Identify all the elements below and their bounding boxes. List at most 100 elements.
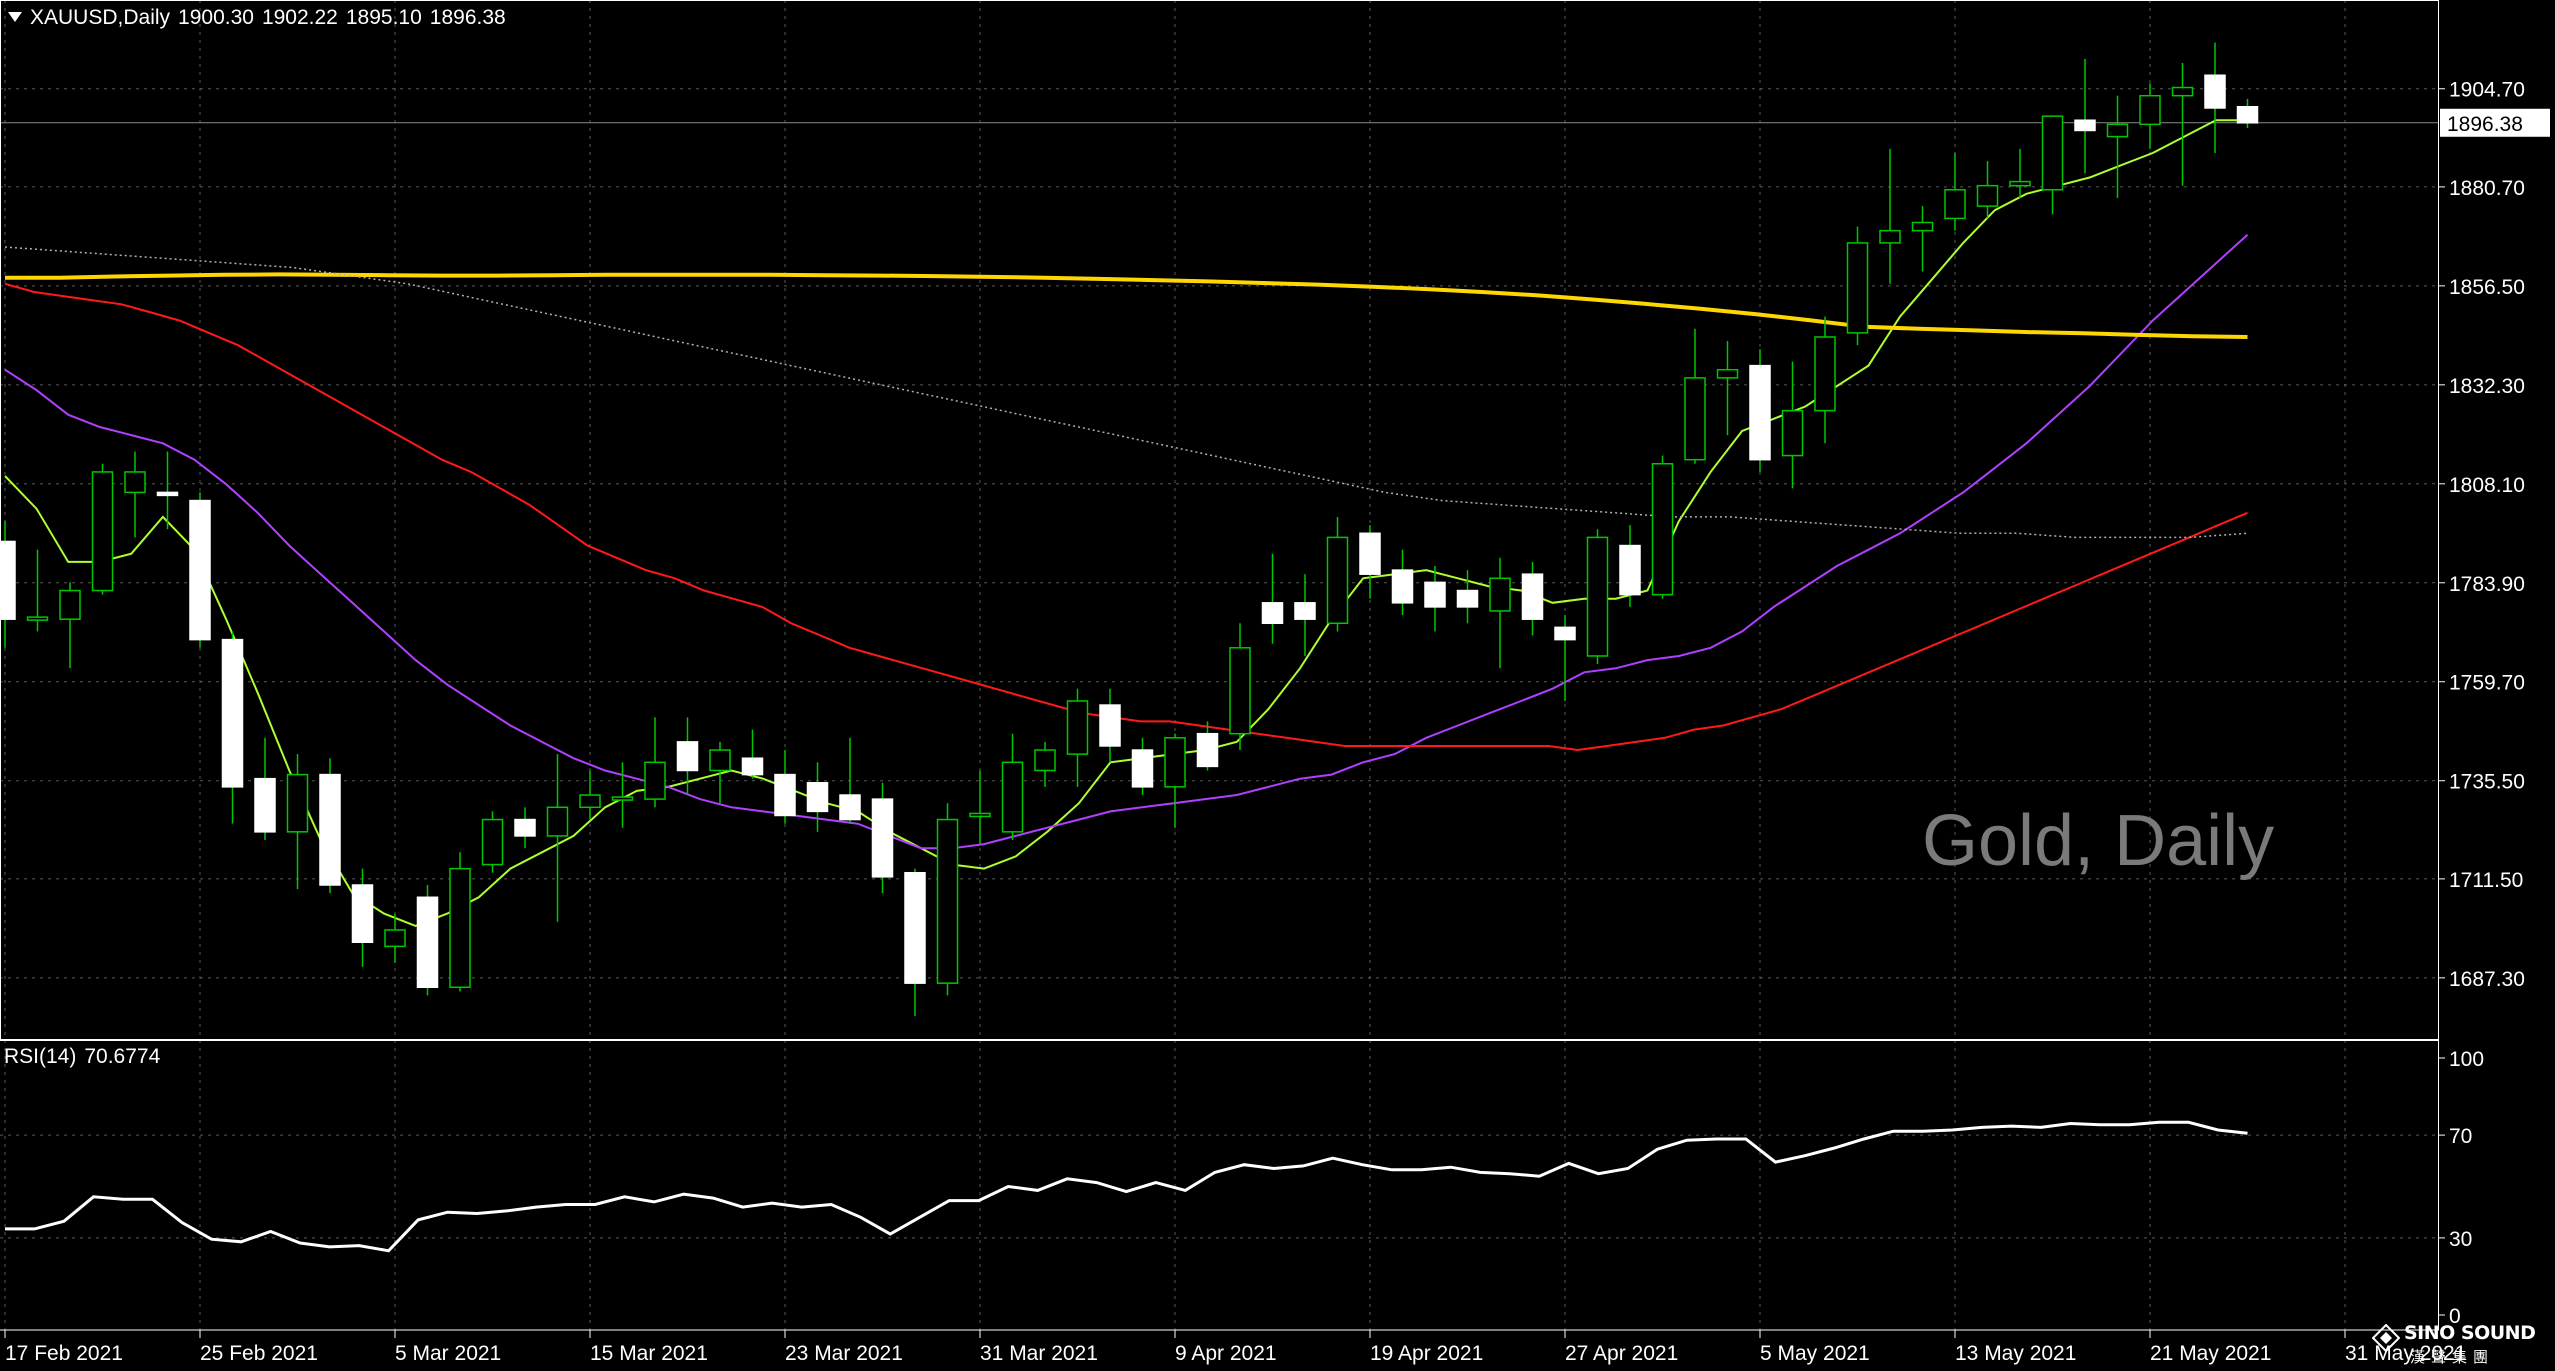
candle-body-up [2106, 123, 2129, 138]
candle [1099, 688, 1121, 763]
x-tick-label: 31 May 2021 [2345, 1342, 2466, 1365]
candle-body-down [741, 757, 764, 776]
candle [1554, 615, 1576, 701]
candle [1391, 549, 1414, 616]
candle-body-down [1261, 602, 1284, 625]
ohlc-open: 1900.30 [178, 6, 254, 29]
candle [1001, 733, 1024, 841]
candle [1294, 574, 1316, 656]
moving-average-ma_mid [4, 233, 2249, 850]
candle [2236, 98, 2259, 129]
candle-body-up [1229, 647, 1251, 735]
candle-body-down [774, 773, 796, 817]
candle [1619, 525, 1641, 607]
candle [1846, 226, 1869, 346]
y-tick-label: 1711.50 [2449, 869, 2523, 892]
candle-body-down [806, 782, 829, 813]
candle [774, 750, 796, 824]
rsi-line [5, 1120, 2248, 1253]
candle-body-down [1424, 581, 1446, 608]
moving-average-ma_short [4, 119, 2248, 927]
candle [91, 463, 114, 595]
candle-body-up [449, 867, 471, 988]
moving-average-ma_yellow [5, 272, 2248, 339]
candle-body-up [709, 749, 731, 772]
candle [1586, 529, 1609, 665]
candle-body-down [1391, 569, 1414, 604]
candle [416, 885, 439, 996]
rsi-tick-label: 70 [2449, 1125, 2472, 1148]
candle-body-down [1456, 589, 1479, 608]
symbol-name: XAUUSD,Daily [30, 6, 171, 29]
candle [2009, 148, 2031, 198]
candle-body-up [1944, 189, 1966, 220]
candle-body-up [969, 812, 991, 818]
moving-averages [4, 119, 2249, 927]
candle [351, 868, 374, 967]
candle [936, 803, 959, 996]
candle-body-down [839, 794, 861, 821]
candle [514, 807, 536, 849]
rsi-tick-label: 0 [2449, 1305, 2461, 1328]
candle [1359, 525, 1381, 599]
candle [1944, 152, 1966, 231]
candle-body-up [1586, 536, 1609, 657]
candle [1164, 733, 1186, 828]
candle [1781, 361, 1804, 489]
current-price-label: 1896.38 [2447, 113, 2523, 136]
candle-body-up [1976, 184, 1999, 207]
candle-body-down [2204, 74, 2226, 109]
candle-body-up [481, 818, 504, 866]
collapse-triangle-icon[interactable] [8, 12, 22, 22]
ohlc-low: 1895.10 [345, 6, 422, 29]
candle-body-up [579, 794, 601, 809]
candle-body-up [59, 589, 81, 620]
chart-watermark: Gold, Daily [1922, 801, 2275, 881]
candle [254, 737, 276, 841]
candle [741, 729, 764, 779]
candle [1651, 455, 1674, 599]
candle-body-up [91, 471, 114, 592]
rsi-tick-label: 30 [2449, 1228, 2472, 1251]
rsi-header: RSI(14) 70.6774 [4, 1045, 168, 1069]
candle-body-down [1749, 364, 1771, 461]
candle-body-down [1619, 544, 1641, 596]
y-tick-label: 1904.70 [2449, 79, 2525, 102]
y-tick-label: 1880.70 [2449, 177, 2525, 200]
candle-body-down [676, 741, 699, 772]
candle-body-down [319, 773, 341, 886]
candle [286, 754, 309, 890]
candle-body-up [2009, 180, 2031, 187]
candle [1684, 328, 1706, 464]
candle [1034, 741, 1056, 787]
candle-body-up [1001, 761, 1024, 833]
candle-body-down [254, 777, 276, 833]
rsi-panel: 100 70 30 0 [0, 1048, 2484, 1328]
candle-body-up [936, 818, 959, 984]
x-tick-label: 15 Mar 2021 [590, 1342, 708, 1365]
candle [1424, 566, 1446, 632]
candle-body-down [1521, 573, 1544, 620]
symbol-header: XAUUSD,Daily 1900.30 1902.22 1895.10 1896.38 [4, 6, 514, 30]
candle [59, 582, 81, 669]
ohlc-high: 1902.22 [261, 6, 338, 29]
candle [2074, 58, 2096, 174]
candle-body-down [1196, 732, 1219, 768]
candle-body-up [2171, 86, 2194, 97]
candle-body-up [1781, 409, 1804, 457]
candle [156, 451, 179, 530]
sino-sound-logo: SINO SOUND 漢聲集團 [2370, 1318, 2555, 1368]
candle [676, 717, 699, 796]
candle [221, 631, 244, 824]
candle-body-up [1489, 577, 1511, 612]
candle-body-up [2041, 115, 2064, 191]
candle [611, 762, 634, 828]
candle [1456, 570, 1479, 624]
candle [1229, 623, 1251, 751]
candle-body-up [1716, 368, 1739, 379]
candle [1066, 688, 1089, 787]
candle-body-down [416, 896, 439, 988]
candle [1489, 557, 1511, 669]
candle-body-up [546, 806, 569, 837]
